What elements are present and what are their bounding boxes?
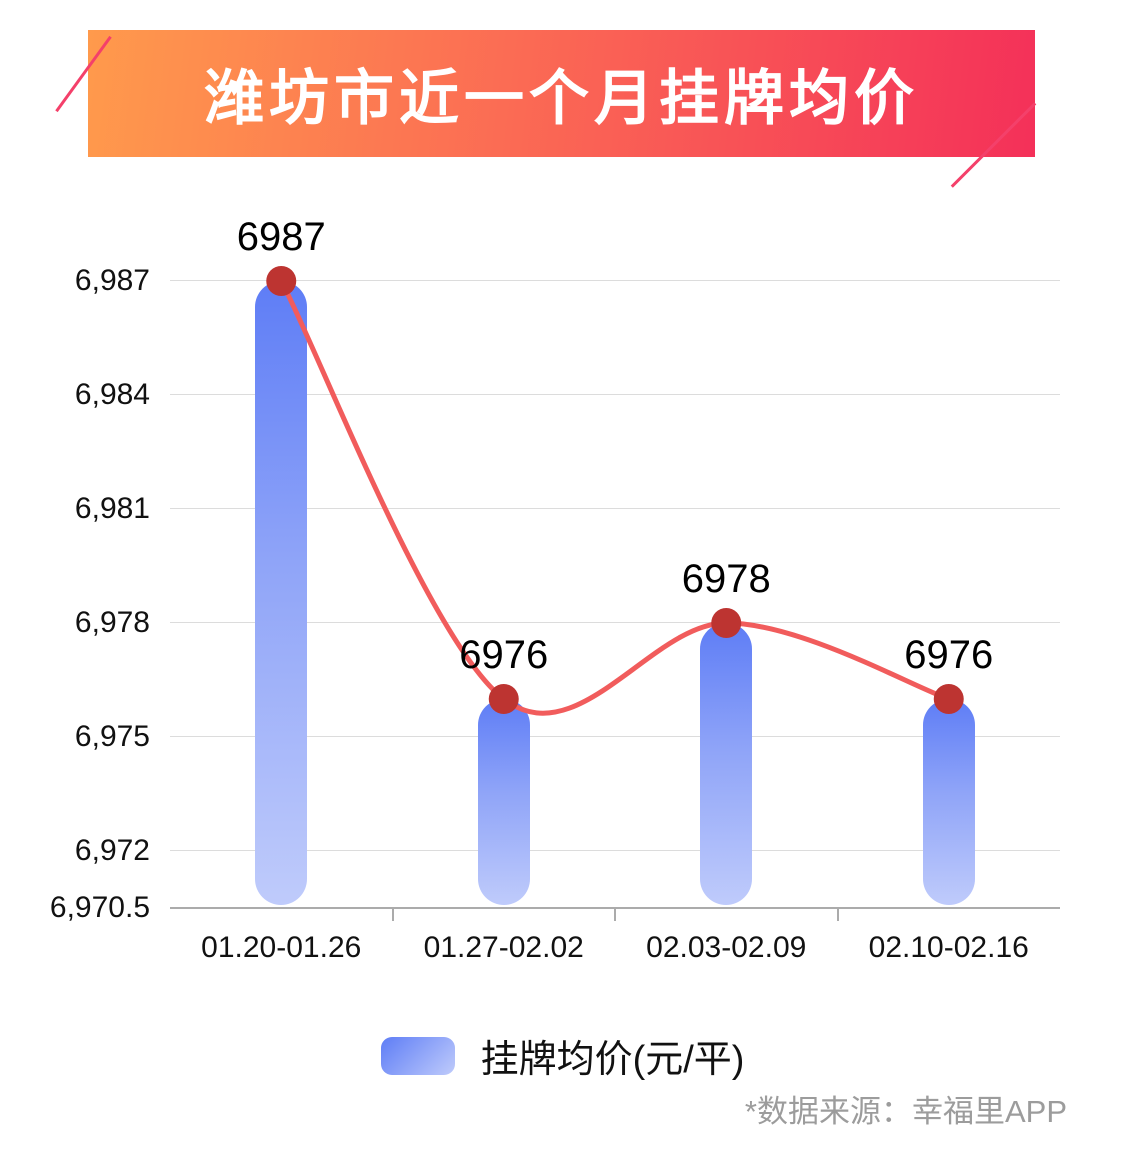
y-axis-label: 6,984 bbox=[74, 378, 150, 411]
y-axis-label: 6,981 bbox=[74, 492, 150, 525]
data-point-value-label: 6987 bbox=[236, 215, 326, 259]
data-point-value-label: 6978 bbox=[681, 557, 771, 601]
y-axis-label: 6,970.5 bbox=[49, 891, 150, 924]
bar bbox=[255, 281, 308, 905]
data-point-value-label: 6976 bbox=[904, 633, 994, 677]
x-axis-label: 02.03-02.09 bbox=[646, 931, 807, 964]
data-point-value-label: 6976 bbox=[459, 633, 549, 677]
y-axis-label: 6,987 bbox=[74, 264, 150, 297]
chart-title: 潍坊市近一个月挂牌均价 bbox=[204, 65, 919, 132]
gridline bbox=[170, 850, 1060, 851]
bar bbox=[922, 699, 975, 905]
legend-label: 挂牌均价(元/平) bbox=[480, 1039, 745, 1081]
x-axis-tick bbox=[836, 908, 839, 921]
gridline bbox=[170, 736, 1060, 737]
x-axis-tick bbox=[391, 908, 394, 921]
x-axis-label: 01.27-02.02 bbox=[423, 931, 584, 964]
y-axis-label: 6,975 bbox=[74, 720, 150, 753]
y-axis-label: 6,972 bbox=[74, 834, 150, 867]
bar bbox=[700, 623, 753, 905]
gridline bbox=[170, 280, 1060, 281]
title-banner: 潍坊市近一个月挂牌均价 bbox=[88, 30, 1035, 157]
legend: 挂牌均价(元/平) bbox=[0, 1028, 1125, 1083]
x-axis-tick bbox=[614, 908, 616, 921]
y-axis-label: 6,978 bbox=[74, 606, 150, 639]
legend-swatch bbox=[380, 1036, 455, 1075]
bar bbox=[477, 699, 530, 905]
x-axis-label: 01.20-01.26 bbox=[201, 931, 362, 964]
data-source-note: *数据来源：幸福里APP bbox=[744, 1094, 1067, 1129]
x-axis-label: 02.10-02.16 bbox=[868, 931, 1029, 964]
